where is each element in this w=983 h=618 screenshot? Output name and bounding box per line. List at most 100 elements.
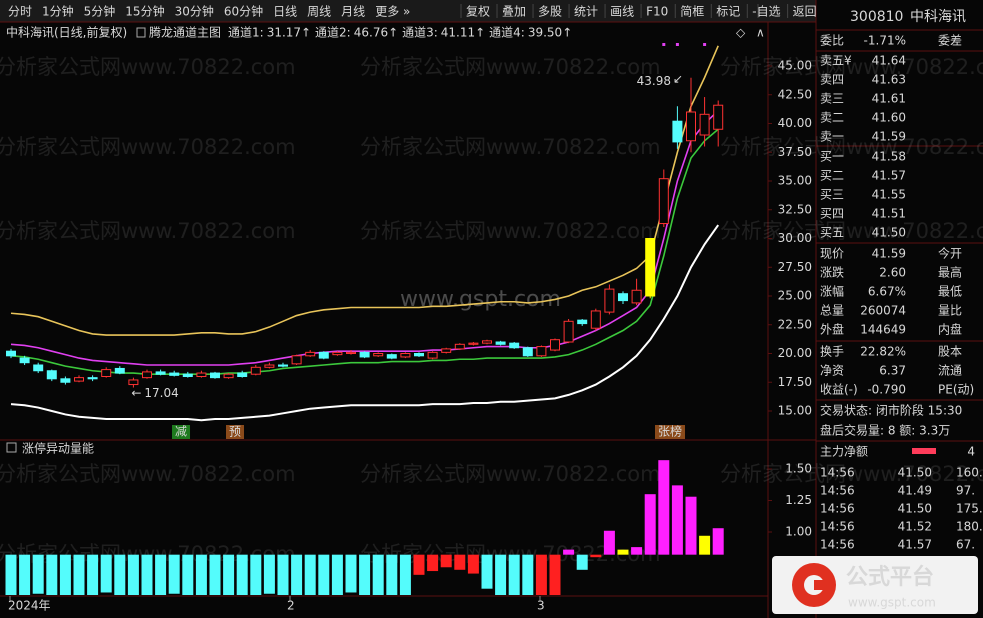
toolbar-button[interactable]: 30分钟 <box>175 4 214 19</box>
toolbar-button[interactable]: 月线 <box>341 5 365 19</box>
toolbar-button[interactable]: 叠加 <box>502 5 526 19</box>
toolbar-button[interactable]: 周线 <box>307 5 331 19</box>
candle-body <box>33 364 44 372</box>
y-tick-label: 22.50 <box>778 317 812 331</box>
y-tick-label: 1.25 <box>785 493 812 507</box>
signal-dot <box>703 43 707 46</box>
candle-body <box>128 379 139 386</box>
candle-body <box>604 288 615 313</box>
toolbar-button[interactable]: 复权 <box>466 5 490 19</box>
quote-extra: 内盘 <box>938 322 962 337</box>
toolbar-button[interactable]: 返回 <box>793 5 817 19</box>
quote-label: 换手 <box>820 345 844 359</box>
toolbar-button[interactable]: 统计 <box>574 5 598 19</box>
candle-body <box>19 357 30 364</box>
candle-body <box>223 373 234 379</box>
signal-label: 减 <box>175 425 187 439</box>
quote-value: 6.67% <box>868 285 906 299</box>
toolbar-button[interactable]: 60分钟 <box>224 4 263 19</box>
volume-bar <box>5 554 17 595</box>
quote-value: 6.37 <box>879 364 906 378</box>
toolbar-button[interactable]: 多股 <box>538 5 562 19</box>
volume-bar <box>141 554 153 595</box>
toolbar-button[interactable]: F10 <box>646 5 668 19</box>
trade-time: 14:56 <box>820 466 855 480</box>
quote-extra: 最低 <box>938 285 962 299</box>
volume-bar <box>195 554 207 595</box>
up-arrow: ↑ <box>301 26 311 40</box>
candle-body <box>454 343 465 350</box>
quote-label: 卖一 <box>820 130 844 144</box>
trade-volume: 160. <box>956 466 983 480</box>
candle-body <box>563 320 574 343</box>
quote-label: 委比 <box>820 34 844 48</box>
toolbar-button[interactable]: -自选 <box>752 5 780 19</box>
candle-body <box>142 371 152 379</box>
candle-body <box>169 372 180 376</box>
candle-body <box>672 120 683 143</box>
candle-body <box>386 354 397 359</box>
volume-bar <box>508 554 520 595</box>
volume-bar <box>114 554 126 595</box>
candle-body <box>536 346 547 357</box>
candle-body <box>359 351 370 358</box>
volume-bar <box>576 554 588 570</box>
volume-bar <box>182 554 194 595</box>
diamond-icon[interactable]: ◇ <box>736 26 746 40</box>
toolbar-button[interactable]: 标记 <box>716 5 740 19</box>
collapse-icon[interactable]: ∧ <box>756 26 765 40</box>
volume-bar <box>59 554 71 595</box>
candle-body <box>645 238 656 297</box>
signal-box <box>172 425 191 439</box>
candle-body <box>278 364 288 367</box>
quote-value: -1.71% <box>864 34 906 48</box>
toolbar-button[interactable]: 15分钟 <box>125 4 164 19</box>
toolbar-bg <box>0 0 816 22</box>
trade-volume: 97. <box>956 484 975 498</box>
quote-value: 41.64 <box>872 54 906 68</box>
volume-bar <box>250 554 262 595</box>
toolbar-button[interactable]: 5分钟 <box>84 4 116 19</box>
toolbar-button[interactable]: 更多 » <box>375 5 410 19</box>
toolbar-button[interactable]: 画线 <box>610 5 634 19</box>
quote-extra: 委差 <box>938 34 962 48</box>
candle-body <box>264 364 275 368</box>
volume-bar <box>631 547 643 555</box>
candle-body <box>237 372 248 377</box>
volume-bar <box>46 554 58 595</box>
quote-label: 卖三 <box>820 92 844 106</box>
candle-body <box>522 347 533 357</box>
y-tick-label: 30.00 <box>778 231 812 245</box>
watermark: 分析家公式网www.70822.com <box>720 219 983 243</box>
trade-time: 14:56 <box>820 484 855 498</box>
candle-body <box>468 342 479 345</box>
y-tick-label: 20.00 <box>778 346 812 360</box>
watermark: 分析家公式网www.70822.com <box>360 462 661 486</box>
toolbar-button[interactable]: 日线 <box>273 5 297 19</box>
volume-bar <box>304 554 316 595</box>
y-tick-label: 17.50 <box>778 375 812 389</box>
candle-body <box>87 377 98 380</box>
signal-dot <box>675 43 679 46</box>
quote-value: 41.59 <box>872 247 906 261</box>
volume-bar <box>467 554 479 574</box>
y-tick-label: 1.00 <box>785 524 812 538</box>
candle-body <box>550 339 560 351</box>
volume-bar <box>699 535 711 555</box>
volume-bar <box>563 549 575 555</box>
toolbar-button[interactable]: 1分钟 <box>42 4 74 19</box>
volume-bar <box>440 554 452 568</box>
volume-bar <box>399 554 411 595</box>
y-tick-label: 45.00 <box>778 59 812 73</box>
high-label: 43.98 <box>637 74 671 88</box>
watermark: 分析家公式网www.70822.com <box>360 55 661 79</box>
date-label: 3 <box>537 599 545 613</box>
toolbar-button[interactable]: 简框 <box>680 5 704 19</box>
candle-body <box>196 372 207 377</box>
toolbar-button[interactable]: 分时 <box>8 5 32 19</box>
quote-label: 卖二 <box>820 111 844 125</box>
volume-bar <box>535 554 547 595</box>
quote-value: 41.55 <box>872 188 906 202</box>
volume-bar <box>127 554 139 595</box>
